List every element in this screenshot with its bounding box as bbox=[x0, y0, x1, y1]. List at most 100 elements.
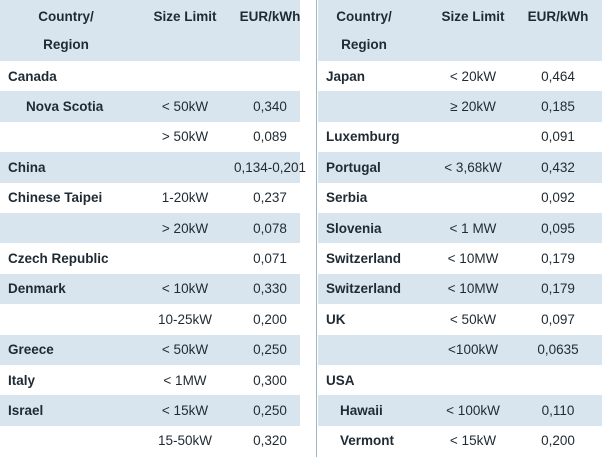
size-limit-cell: ≥ 20kW bbox=[450, 99, 496, 115]
eur-kwh-cell: 0,0635 bbox=[537, 342, 579, 358]
eur-kwh-cell: 0,340 bbox=[253, 99, 287, 115]
eur-kwh-cell: 0,200 bbox=[541, 433, 575, 449]
size-limit-cell: < 3,68kW bbox=[444, 159, 502, 175]
table-row: China 0,134-0,201 bbox=[0, 152, 306, 183]
eur-kwh-cell: 0,185 bbox=[541, 99, 575, 115]
eur-kwh-cell: 0,095 bbox=[541, 220, 575, 236]
table-row: Switzerland < 10MW 0,179 bbox=[318, 243, 602, 274]
table-row: > 50kW 0,089 bbox=[0, 121, 300, 153]
table-row: Israel < 15kW 0,250 bbox=[0, 395, 300, 426]
size-limit-cell: < 1 MW bbox=[449, 220, 497, 236]
header-country-line2: Region bbox=[43, 37, 89, 52]
size-limit-cell: < 1MW bbox=[163, 372, 207, 388]
eur-kwh-cell bbox=[220, 61, 320, 91]
table-row: 10-25kW 0,200 bbox=[0, 304, 300, 335]
country-cell: UK bbox=[326, 311, 346, 327]
size-limit-cell: < 10MW bbox=[447, 251, 499, 267]
eur-kwh-cell: 0,110 bbox=[541, 402, 575, 418]
size-limit-cell: 15-50kW bbox=[157, 433, 213, 449]
country-cell: USA bbox=[326, 372, 355, 388]
table-row: <100kW 0,0635 bbox=[318, 334, 602, 365]
header-country-line2: Region bbox=[341, 37, 387, 52]
size-limit-cell: < 10kW bbox=[161, 281, 209, 297]
country-cell: Israel bbox=[8, 402, 44, 418]
table-row: Greece < 50kW 0,250 bbox=[0, 334, 300, 365]
table-row: ≥ 20kW 0,185 bbox=[318, 91, 602, 122]
eur-kwh-cell: 0,071 bbox=[253, 251, 287, 267]
header-eur-kwh: EUR/kWh bbox=[527, 9, 589, 24]
table-row: > 20kW 0,078 bbox=[0, 212, 300, 244]
table-row: Serbia 0,092 bbox=[318, 182, 602, 213]
country-cell: Slovenia bbox=[326, 220, 382, 236]
size-limit-cell: < 50kW bbox=[161, 99, 209, 115]
table-row: Chinese Taipei 1-20kW 0,237 bbox=[0, 182, 300, 213]
left-header-row: Country/ Region Size Limit EUR/kWh bbox=[0, 0, 300, 61]
table-row: Vermont < 15kW 0,200 bbox=[318, 425, 602, 457]
table-row: Czech Republic 0,071 bbox=[0, 243, 300, 274]
eur-kwh-cell: 0,250 bbox=[253, 402, 287, 418]
country-cell: Switzerland bbox=[326, 281, 402, 297]
header-size-limit: Size Limit bbox=[441, 9, 505, 24]
left-table-half: Country/ Region Size Limit EUR/kWh Canad… bbox=[0, 0, 306, 457]
eur-kwh-cell bbox=[508, 365, 602, 395]
right-header-row: Country/ Region Size Limit EUR/kWh bbox=[318, 0, 602, 61]
country-cell: China bbox=[8, 159, 46, 175]
country-cell: Vermont bbox=[340, 433, 395, 449]
country-cell: Czech Republic bbox=[8, 251, 109, 267]
table-row: Luxemburg 0,091 bbox=[318, 121, 602, 153]
eur-kwh-cell: 0,250 bbox=[253, 342, 287, 358]
country-cell: Italy bbox=[8, 372, 36, 388]
header-country-region: Country/ Region bbox=[26, 3, 106, 59]
table-row: Denmark < 10kW 0,330 bbox=[0, 273, 300, 305]
table-row: UK < 50kW 0,097 bbox=[318, 304, 602, 335]
size-limit-cell: > 50kW bbox=[161, 129, 209, 145]
eur-kwh-cell: 0,464 bbox=[541, 68, 575, 84]
size-limit-cell: < 50kW bbox=[161, 342, 209, 358]
table-row: Slovenia < 1 MW 0,095 bbox=[318, 212, 602, 244]
size-limit-cell: > 20kW bbox=[161, 220, 209, 236]
country-cell: Serbia bbox=[326, 190, 368, 206]
header-country-line1: Country/ bbox=[336, 9, 392, 24]
table-row: Italy < 1MW 0,300 bbox=[0, 364, 300, 396]
size-limit-cell: 1-20kW bbox=[161, 190, 209, 206]
table-row: Hawaii < 100kW 0,110 bbox=[318, 395, 602, 426]
eur-kwh-cell: 0,134-0,201 bbox=[233, 159, 307, 175]
eur-kwh-cell: 0,091 bbox=[541, 129, 575, 145]
table-row: Canada bbox=[0, 61, 300, 92]
size-limit-cell: <100kW bbox=[448, 342, 498, 358]
size-limit-cell: < 15kW bbox=[449, 433, 497, 449]
column-divider bbox=[316, 0, 317, 457]
size-limit-cell: < 10MW bbox=[447, 281, 499, 297]
country-cell: Switzerland bbox=[326, 251, 402, 267]
table-row: Nova Scotia < 50kW 0,340 bbox=[0, 91, 300, 122]
eur-kwh-cell: 0,330 bbox=[253, 281, 287, 297]
header-country-line1: Country/ bbox=[38, 9, 94, 24]
eur-kwh-cell: 0,432 bbox=[541, 159, 575, 175]
size-limit-cell: < 100kW bbox=[446, 402, 500, 418]
country-cell: Chinese Taipei bbox=[8, 190, 103, 206]
eur-kwh-cell: 0,092 bbox=[541, 190, 575, 206]
size-limit-cell: 10-25kW bbox=[157, 311, 213, 327]
table-row: 15-50kW 0,320 bbox=[0, 425, 300, 457]
table-row: Portugal < 3,68kW 0,432 bbox=[318, 152, 602, 183]
table-row: Japan < 20kW 0,464 bbox=[318, 61, 602, 92]
country-cell: Greece bbox=[8, 342, 54, 358]
eur-kwh-cell: 0,097 bbox=[541, 311, 575, 327]
eur-kwh-cell: 0,300 bbox=[253, 372, 287, 388]
table-row: Switzerland < 10MW 0,179 bbox=[318, 273, 602, 305]
header-eur-kwh: EUR/kWh bbox=[239, 9, 301, 24]
country-cell: Luxemburg bbox=[326, 129, 400, 145]
country-cell: Hawaii bbox=[340, 402, 383, 418]
right-table-half: Country/ Region Size Limit EUR/kWh Japan… bbox=[318, 0, 602, 457]
country-cell: Portugal bbox=[326, 159, 381, 175]
eur-kwh-cell: 0,237 bbox=[253, 190, 287, 206]
eur-kwh-cell: 0,089 bbox=[253, 129, 287, 145]
size-limit-cell: < 15kW bbox=[161, 402, 209, 418]
table-row: USA bbox=[318, 364, 602, 396]
eur-kwh-cell: 0,179 bbox=[541, 251, 575, 267]
eur-kwh-cell: 0,320 bbox=[253, 433, 287, 449]
country-cell: Canada bbox=[8, 68, 57, 84]
header-size-limit: Size Limit bbox=[153, 9, 217, 24]
country-cell: Denmark bbox=[8, 281, 66, 297]
